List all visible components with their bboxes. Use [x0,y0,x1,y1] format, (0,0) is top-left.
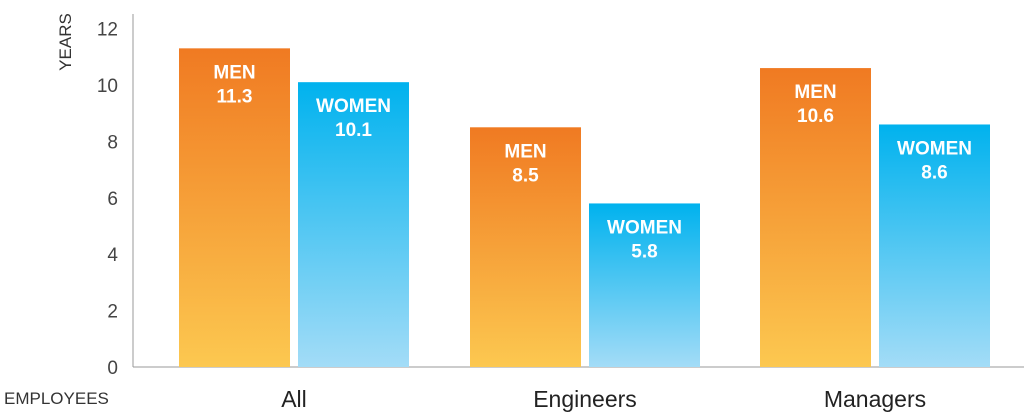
bar-women-engineers [589,203,700,367]
bar-series-label: WOMEN [316,96,391,117]
y-tick-label: 4 [107,245,118,266]
y-tick-label: 2 [107,302,118,323]
y-tick-label: 12 [97,20,118,41]
bar-series-label: MEN [504,141,546,162]
bar-series-label: WOMEN [897,138,972,159]
x-category-label: All [281,386,307,412]
bar-value-label: 11.3 [217,86,253,107]
y-tick-label: 6 [107,189,118,210]
bar-men-engineers [470,127,581,367]
bar-women-managers [879,124,990,367]
bar-women-all [298,82,409,368]
bar-series-label: WOMEN [607,217,682,238]
y-tick-label: 10 [97,76,118,97]
x-category-label: Engineers [533,386,637,412]
bar-men-managers [760,68,871,367]
bar-men-all [179,48,290,368]
bar-value-label: 8.5 [512,165,539,186]
y-axis-title: YEARS [56,13,75,71]
bar-value-label: 8.6 [921,162,947,183]
bar-value-label: 5.8 [631,241,657,262]
bar-series-label: MEN [213,62,255,83]
bar-series-label: MEN [794,82,836,103]
bar-value-label: 10.6 [797,106,834,127]
y-tick-label: 8 [107,132,118,153]
x-category-label: Managers [824,386,926,412]
bar-value-label: 10.1 [335,120,372,141]
x-axis-title: EMPLOYEES [4,389,109,408]
y-tick-label: 0 [107,358,118,379]
